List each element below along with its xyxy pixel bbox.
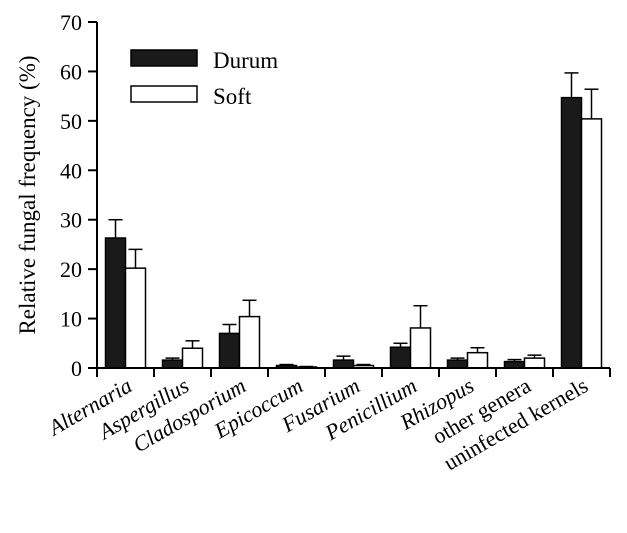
bar-durum [560,96,583,369]
legend-swatch-soft [130,85,198,103]
y-tick-label: 10 [60,307,82,332]
legend-label-durum: Durum [213,48,278,73]
legend-label-soft: Soft [213,84,252,109]
y-tick-label: 30 [60,208,82,233]
bar-soft [580,118,603,369]
bar-durum [104,237,127,369]
y-tick-label: 0 [71,356,82,381]
y-tick-label: 70 [60,10,82,35]
y-tick-label: 20 [60,257,82,282]
bar-series [104,96,603,369]
bar-soft [238,315,261,369]
bar-soft [466,351,489,369]
error-bars [108,72,599,368]
y-axis-title: Relative fungal frequency (%) [15,55,40,334]
bar-durum [446,359,469,369]
y-tick-label: 60 [60,59,82,84]
bar-durum [332,359,355,369]
y-tick-label: 50 [60,109,82,134]
x-axis-ticks: AlternariaAspergillusCladosporiumEpicocc… [42,368,611,475]
axes [96,22,610,369]
bar-soft [523,357,546,369]
legend-swatch-durum [130,49,198,67]
bar-soft [409,327,432,369]
bar-soft [124,267,147,369]
y-tick-label: 40 [60,158,82,183]
bar-durum [389,346,412,369]
y-axis-ticks: 0 10 20 30 40 50 60 70 [60,10,97,381]
bar-durum [161,359,184,369]
bar-soft [181,347,204,369]
legend: Durum Soft [130,48,278,109]
bar-durum [218,332,241,369]
